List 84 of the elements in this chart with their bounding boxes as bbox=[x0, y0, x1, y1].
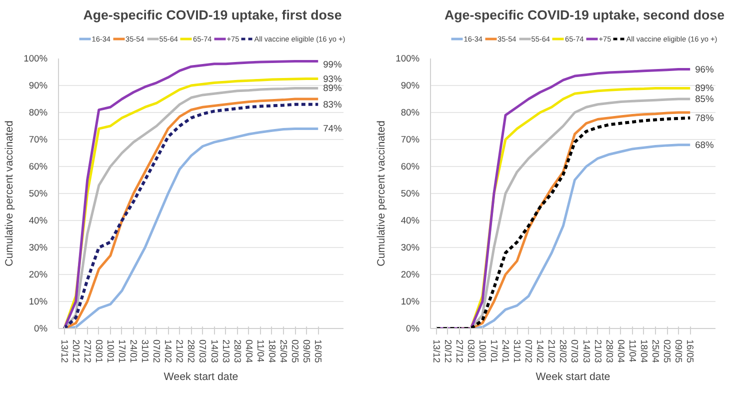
data-label: 85% bbox=[695, 94, 714, 104]
x-tick-label: 17/01 bbox=[116, 340, 127, 363]
y-tick-label: 70% bbox=[400, 134, 420, 144]
data-label: 89% bbox=[323, 83, 342, 94]
data-label: 68% bbox=[695, 140, 714, 150]
data-label: 74% bbox=[323, 124, 342, 134]
y-tick-label: 20% bbox=[400, 270, 420, 280]
x-tick-label: 31/01 bbox=[512, 340, 522, 363]
x-tick-label: 16/05 bbox=[685, 340, 696, 363]
y-tick-label: 50% bbox=[400, 188, 420, 198]
y-tick-label: 90% bbox=[28, 80, 48, 90]
y-tick-label: 40% bbox=[400, 216, 420, 226]
chart-title: Age-specific COVID-19 uptake, second dose bbox=[444, 8, 724, 22]
x-tick-label: 14/02 bbox=[163, 340, 174, 363]
x-tick-label: 02/05 bbox=[662, 340, 672, 363]
x-tick-label: 27/12 bbox=[82, 340, 92, 363]
x-tick-label: 21/03 bbox=[592, 340, 603, 363]
x-tick-label: 13/12 bbox=[431, 340, 442, 363]
x-tick-label: 14/03 bbox=[209, 340, 220, 363]
y-axis-title: Cumulative percent vaccinated bbox=[4, 120, 16, 266]
y-tick-label: 40% bbox=[28, 216, 48, 226]
x-tick-label: 07/02 bbox=[524, 340, 534, 363]
x-tick-label: 03/01 bbox=[466, 340, 476, 363]
x-tick-label: 18/04 bbox=[638, 340, 649, 363]
y-tick-label: 0% bbox=[406, 324, 420, 334]
x-tick-label: 18/04 bbox=[266, 340, 277, 363]
y-tick-label: 30% bbox=[400, 242, 420, 252]
data-label: 83% bbox=[323, 99, 342, 110]
data-label: 96% bbox=[695, 64, 714, 74]
y-tick-label: 100% bbox=[396, 54, 420, 64]
x-tick-label: 09/05 bbox=[302, 340, 312, 363]
x-axis-title: Week start date bbox=[164, 370, 238, 383]
y-tick-label: 80% bbox=[28, 108, 48, 118]
x-tick-label: 28/03 bbox=[232, 340, 242, 363]
x-axis-title: Week start date bbox=[536, 370, 610, 383]
y-tick-label: 70% bbox=[28, 134, 48, 144]
x-tick-label: 04/04 bbox=[616, 340, 626, 363]
x-tick-label: 21/03 bbox=[220, 340, 231, 363]
x-tick-label: 10/01 bbox=[477, 340, 488, 363]
x-tick-label: 11/04 bbox=[255, 340, 266, 362]
y-tick-label: 90% bbox=[400, 80, 420, 90]
x-tick-label: 31/01 bbox=[140, 340, 150, 363]
x-tick-label: 28/02 bbox=[186, 340, 196, 363]
y-tick-label: 60% bbox=[400, 162, 420, 172]
data-label: 78% bbox=[695, 112, 714, 123]
x-tick-label: 14/02 bbox=[535, 340, 546, 363]
x-tick-label: 21/02 bbox=[546, 340, 557, 363]
x-tick-label: 07/02 bbox=[152, 340, 162, 363]
y-axis-title: Cumulative percent vaccinated bbox=[376, 120, 388, 266]
y-tick-label: 100% bbox=[24, 54, 48, 64]
x-tick-label: 04/04 bbox=[244, 340, 254, 363]
chart-title: Age-specific COVID-19 uptake, first dose bbox=[83, 8, 342, 22]
x-tick-label: 28/02 bbox=[558, 340, 568, 363]
y-tick-label: 10% bbox=[28, 296, 48, 306]
x-tick-label: 16/05 bbox=[313, 340, 324, 363]
y-tick-label: 0% bbox=[34, 324, 48, 334]
x-tick-label: 11/04 bbox=[627, 340, 638, 362]
x-tick-label: 10/01 bbox=[105, 340, 116, 363]
x-tick-label: 03/01 bbox=[94, 340, 104, 363]
data-label: 89% bbox=[695, 83, 714, 94]
data-label: 99% bbox=[323, 60, 342, 70]
y-tick-label: 20% bbox=[28, 270, 48, 280]
x-tick-label: 25/04 bbox=[650, 340, 660, 363]
y-tick-label: 80% bbox=[400, 108, 420, 118]
y-tick-label: 30% bbox=[28, 242, 48, 252]
x-tick-label: 07/03 bbox=[570, 340, 580, 363]
x-tick-label: 25/04 bbox=[278, 340, 288, 363]
x-tick-label: 20/12 bbox=[442, 340, 453, 363]
x-tick-label: 21/02 bbox=[174, 340, 185, 363]
x-tick-label: 17/01 bbox=[488, 340, 499, 363]
x-tick-label: 20/12 bbox=[70, 340, 81, 363]
x-tick-label: 09/05 bbox=[674, 340, 684, 363]
x-tick-label: 24/01 bbox=[500, 340, 510, 363]
x-tick-label: 27/12 bbox=[454, 340, 464, 363]
y-tick-label: 60% bbox=[28, 162, 48, 172]
y-tick-label: 50% bbox=[28, 188, 48, 198]
x-tick-label: 28/03 bbox=[604, 340, 614, 363]
y-tick-label: 10% bbox=[400, 296, 420, 306]
x-tick-label: 02/05 bbox=[290, 340, 300, 363]
data-label: 93% bbox=[323, 74, 342, 84]
x-tick-label: 24/01 bbox=[128, 340, 138, 363]
x-tick-label: 13/12 bbox=[59, 340, 70, 363]
x-tick-label: 07/03 bbox=[198, 340, 208, 363]
x-tick-label: 14/03 bbox=[581, 340, 592, 363]
